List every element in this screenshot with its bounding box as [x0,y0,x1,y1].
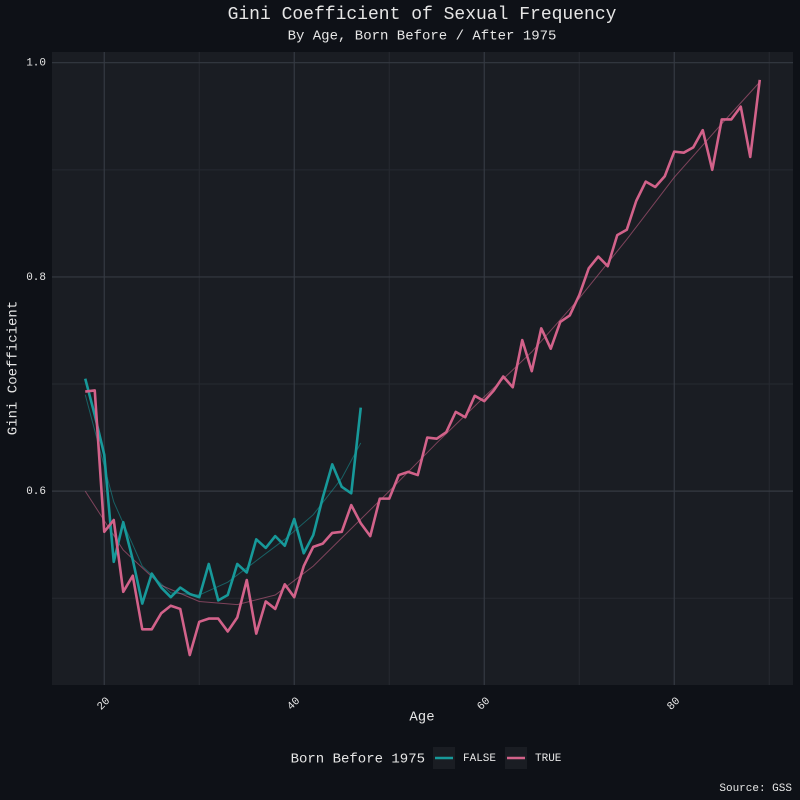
legend-title: Born Before 1975 [291,752,425,768]
y-tick-label: 1.0 [26,58,46,70]
caption: Source: GSS [719,783,792,795]
y-tick-label: 0.8 [26,272,46,284]
legend: FALSE TRUE [433,747,562,769]
plot-panel [52,52,793,685]
series-line [83,378,363,605]
legend-label: FALSE [463,753,496,765]
x-axis-label: Age [409,710,434,726]
grid: 20 40 60 800.60.81.0 [26,52,793,713]
chart-title: Gini Coefficient of Sexual Frequency [228,5,617,25]
marks [83,79,762,657]
chart-subtitle: By Age, Born Before / After 1975 [288,29,557,45]
series-line [85,79,762,657]
y-tick-label: 0.6 [26,486,46,498]
trend-line [84,81,761,606]
y-axis-label: Gini Coefficient [6,301,22,435]
legend-label: TRUE [535,753,562,765]
